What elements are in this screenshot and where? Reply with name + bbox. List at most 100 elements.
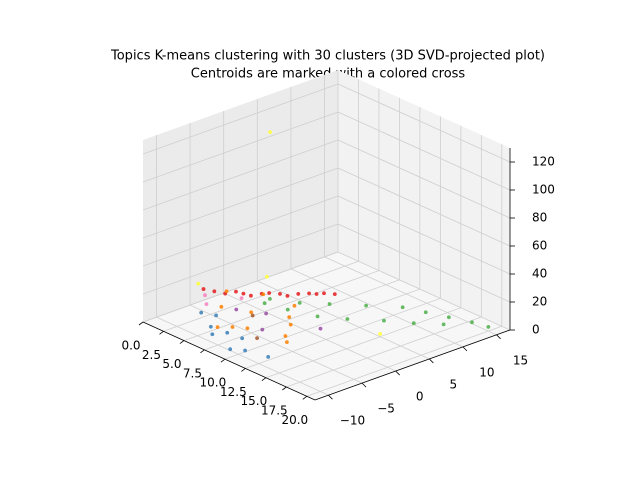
x-axis xyxy=(142,321,316,401)
grid-line xyxy=(142,223,339,295)
x-tick-label: 15.0 xyxy=(240,394,267,408)
point xyxy=(214,313,219,318)
point xyxy=(378,331,383,336)
pane-left xyxy=(143,70,338,322)
point xyxy=(228,347,233,352)
tick-mark xyxy=(328,394,333,400)
point xyxy=(400,305,405,310)
point xyxy=(297,300,302,305)
point xyxy=(322,291,326,296)
point xyxy=(486,325,491,329)
point xyxy=(283,334,288,338)
pane-floor xyxy=(143,252,510,400)
point xyxy=(234,289,238,294)
grid-line xyxy=(337,83,511,163)
point xyxy=(307,291,311,296)
pane-right xyxy=(338,70,510,330)
point xyxy=(264,311,269,316)
point xyxy=(201,287,206,291)
point xyxy=(292,303,297,308)
point xyxy=(262,301,267,306)
point xyxy=(239,296,244,301)
point xyxy=(215,325,220,330)
point xyxy=(241,291,246,296)
point xyxy=(248,293,253,298)
point xyxy=(345,317,350,321)
x-tick-label: 5.0 xyxy=(162,357,181,371)
point xyxy=(268,130,272,135)
point xyxy=(249,310,254,315)
x-tick-label: 10.0 xyxy=(200,376,227,390)
point xyxy=(285,307,290,312)
point xyxy=(204,302,209,307)
z-tick-label: 0 xyxy=(532,323,540,337)
grid-line xyxy=(337,167,511,247)
point xyxy=(255,336,259,341)
y-tick-label: −10 xyxy=(340,414,365,428)
grid-line xyxy=(142,83,339,155)
point xyxy=(196,281,201,286)
grid-line xyxy=(224,288,421,360)
point xyxy=(318,326,323,331)
tick-mark xyxy=(429,358,434,364)
grid-line xyxy=(204,279,400,351)
point xyxy=(210,332,215,337)
tick-mark xyxy=(261,377,267,382)
point xyxy=(441,322,446,327)
point xyxy=(234,307,239,312)
point xyxy=(332,292,337,297)
grid-line xyxy=(189,304,363,384)
point xyxy=(315,314,320,319)
grid-line xyxy=(324,256,497,336)
point xyxy=(296,292,301,296)
tick-mark xyxy=(241,368,246,372)
point xyxy=(266,355,271,359)
point xyxy=(287,315,292,320)
point xyxy=(446,315,451,320)
grid-line xyxy=(142,251,339,323)
y-tick-label: 0 xyxy=(416,390,424,404)
point xyxy=(203,293,207,298)
point xyxy=(225,330,230,335)
point xyxy=(260,327,265,332)
y-tick-label: 10 xyxy=(479,365,494,379)
tick-mark xyxy=(462,346,468,352)
grid-line xyxy=(306,325,502,397)
tick-mark xyxy=(159,330,164,335)
point xyxy=(364,303,369,308)
grid-line xyxy=(337,195,511,275)
grid-line xyxy=(337,139,511,219)
y-tick-label: 5 xyxy=(449,377,457,391)
point xyxy=(250,313,255,318)
z-tick-label: 20 xyxy=(532,295,547,309)
y-tick-label: 15 xyxy=(513,353,528,367)
point xyxy=(265,274,269,279)
point xyxy=(278,291,282,296)
grid-line xyxy=(163,260,359,332)
point xyxy=(285,293,290,298)
point xyxy=(314,292,319,296)
y-tick-label: −5 xyxy=(377,402,395,416)
grid-line xyxy=(265,307,461,379)
grid-line xyxy=(156,316,329,396)
grid-line xyxy=(142,167,339,239)
grid-line xyxy=(337,251,511,331)
y-axis xyxy=(314,329,511,401)
x-tick-label: 17.5 xyxy=(261,404,288,418)
x-tick-label: 12.5 xyxy=(220,385,247,399)
point xyxy=(267,291,272,295)
tick-mark xyxy=(395,370,400,376)
grid-line xyxy=(337,111,511,191)
tick-mark xyxy=(179,340,185,344)
grid-line xyxy=(223,292,396,372)
tick-mark xyxy=(282,386,287,391)
chart-title: Topics K-means clustering with 30 cluste… xyxy=(110,49,545,64)
z-tick-label: 80 xyxy=(532,211,547,225)
grid-line xyxy=(257,280,430,360)
point xyxy=(327,302,332,306)
point xyxy=(243,348,247,353)
point xyxy=(245,326,250,331)
point xyxy=(199,310,204,315)
point xyxy=(470,320,474,325)
